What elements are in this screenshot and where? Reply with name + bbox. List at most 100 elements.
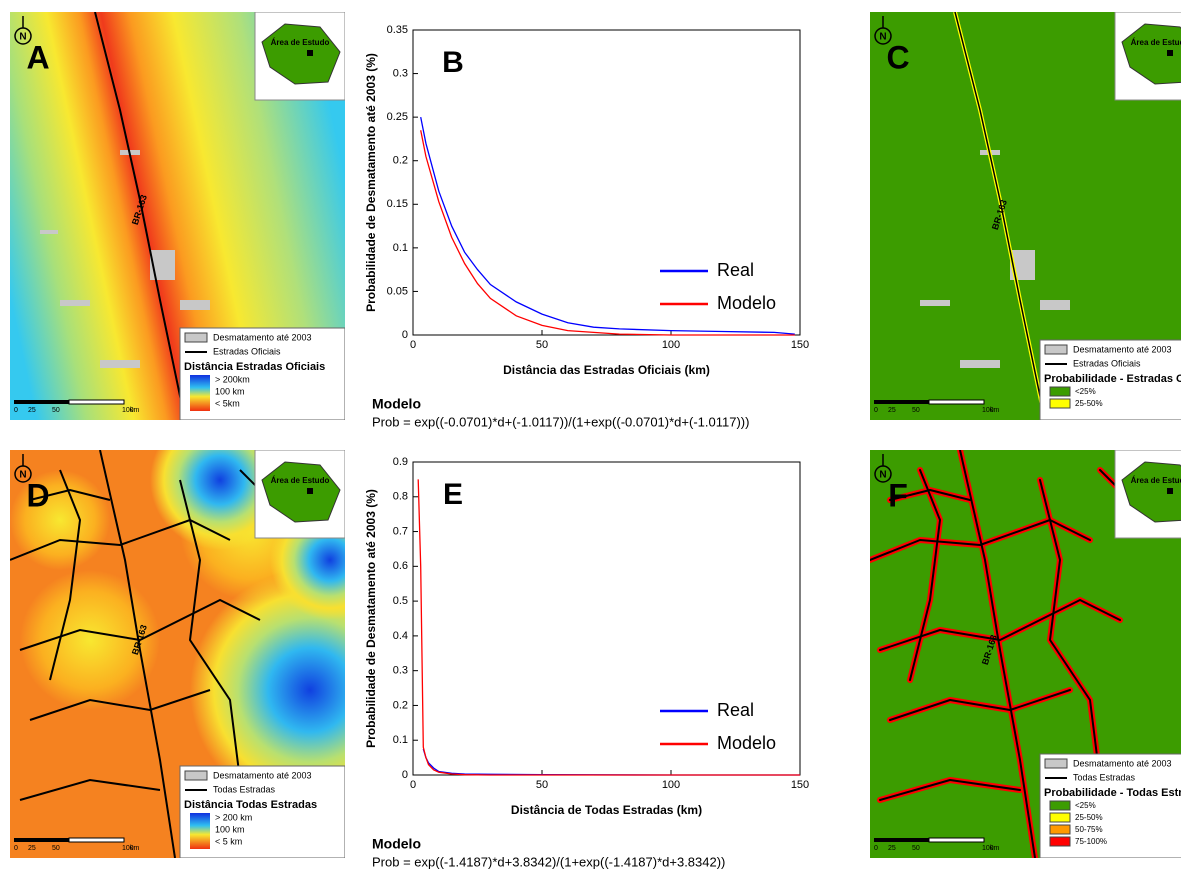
scalebar-label: km (130, 407, 140, 414)
x-axis-label: Distância de Todas Estradas (km) (511, 803, 702, 817)
legend-swatch (1049, 824, 1071, 835)
y-axis-label: Probabilidade de Desmatamento até 2003 (… (364, 489, 378, 748)
legend-swatch (1049, 398, 1071, 409)
legend-text: > 200km (215, 374, 250, 384)
y-tick-label: 0.05 (387, 285, 408, 297)
legend-text: 100 km (215, 386, 245, 396)
legend-text: Real (717, 700, 754, 720)
series-line (420, 130, 795, 336)
legend-text: < 5km (215, 398, 240, 408)
legend-text: 25-50% (1075, 813, 1103, 822)
x-tick-label: 50 (536, 779, 548, 791)
legend-swatch (1049, 836, 1071, 847)
panel-label: D (26, 477, 49, 513)
legend-text: Desmatamento até 2003 (1073, 758, 1172, 768)
panel-label: B (442, 46, 464, 79)
y-axis-label: Probabilidade de Desmatamento até 2003 (… (364, 53, 378, 312)
y-tick-label: 0.25 (387, 111, 408, 123)
y-tick-label: 0.3 (393, 67, 408, 79)
y-tick-label: 0.2 (393, 155, 408, 167)
legend-text: Modelo (717, 293, 776, 313)
y-tick-label: 0.2 (393, 699, 408, 711)
scalebar (928, 399, 985, 405)
scalebar-label: 100 (122, 845, 134, 852)
scalebar-label: 100 (122, 407, 134, 414)
legend-ramp (190, 813, 210, 849)
scalebar (68, 837, 125, 843)
legend-text: < 5 km (215, 836, 242, 846)
scalebar (928, 837, 985, 843)
scalebar-label: 0 (874, 407, 878, 414)
legend-text: Todas Estradas (213, 784, 276, 794)
panel-label: E (443, 478, 463, 511)
panel-label: F (888, 477, 908, 513)
y-tick-label: 0.5 (393, 595, 408, 607)
inset-marker (1167, 50, 1173, 56)
inset-label: Área de Estudo (271, 38, 330, 47)
legend-swatch (184, 332, 208, 343)
inset-label: Área de Estudo (1131, 476, 1181, 485)
legend-text: Desmatamento até 2003 (213, 332, 312, 342)
y-tick-label: 0.7 (393, 525, 408, 537)
scalebar-label: 25 (28, 845, 36, 852)
inset-marker (307, 488, 313, 494)
inset-marker (1167, 488, 1173, 494)
x-tick-label: 100 (662, 339, 680, 351)
legend-text: 75-100% (1075, 837, 1107, 846)
scalebar (14, 400, 69, 404)
scalebar-label: 25 (888, 407, 896, 414)
legend-text: 50-75% (1075, 825, 1103, 834)
panel-label: A (26, 39, 49, 75)
legend-text: > 200 km (215, 812, 252, 822)
series-line (420, 116, 795, 335)
scalebar-label: 50 (912, 407, 920, 414)
legend-title: Probabilidade - Estradas Oficiais (1044, 373, 1181, 385)
legend-text: Modelo (717, 733, 776, 753)
scalebar (14, 838, 69, 842)
inset-shape (261, 461, 341, 523)
legend-text: Desmatamento até 2003 (213, 770, 312, 780)
scalebar-label: 25 (28, 407, 36, 414)
inset-label: Área de Estudo (271, 476, 330, 485)
scalebar-label: 50 (52, 845, 60, 852)
legend-text: Estradas Oficiais (213, 346, 281, 356)
inset-label: Área de Estudo (1131, 38, 1181, 47)
x-tick-label: 150 (791, 779, 809, 791)
legend-text: 100 km (215, 824, 245, 834)
legend-text: 25-50% (1075, 399, 1103, 408)
scalebar (874, 400, 929, 404)
scalebar-label: km (130, 845, 140, 852)
x-tick-label: 50 (536, 339, 548, 351)
y-tick-label: 0.3 (393, 665, 408, 677)
y-tick-label: 0.1 (393, 734, 408, 746)
inset-shape (1121, 23, 1181, 85)
legend-swatch (1049, 386, 1071, 397)
scalebar-label: 50 (52, 407, 60, 414)
legend-ramp (190, 375, 210, 411)
annotation: Modelo (372, 396, 421, 412)
scalebar (874, 838, 929, 842)
legend-title: Distância Estradas Oficiais (184, 361, 325, 373)
inset-marker (307, 50, 313, 56)
legend-text: <25% (1075, 801, 1096, 810)
x-tick-label: 0 (410, 339, 416, 351)
scalebar-label: 25 (888, 845, 896, 852)
plot-frame (412, 29, 801, 336)
y-tick-label: 0.6 (393, 560, 408, 572)
annotation: Prob = exp((-1.4187)*d+3.8342)/(1+exp((-… (372, 854, 725, 869)
scalebar-label: km (990, 407, 1000, 414)
y-tick-label: 0 (402, 769, 408, 781)
legend-text: Real (717, 260, 754, 280)
plot-frame (412, 461, 801, 776)
x-tick-label: 150 (791, 339, 809, 351)
annotation: Modelo (372, 836, 421, 852)
panel-label: C (886, 39, 909, 75)
legend-text: Estradas Oficiais (1073, 358, 1141, 368)
y-tick-label: 0 (402, 329, 408, 341)
legend-text: <25% (1075, 387, 1096, 396)
